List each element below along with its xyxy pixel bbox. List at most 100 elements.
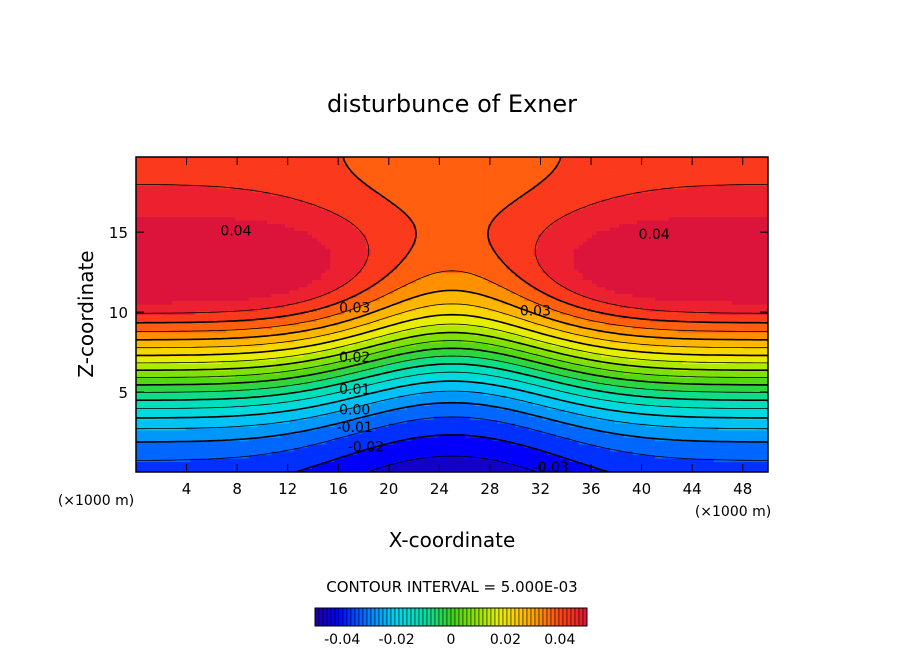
contour-cell [457,385,462,389]
contour-cell [177,378,182,382]
contour-cell [633,430,638,434]
contour-cell [371,388,376,392]
contour-cell [560,406,565,410]
contour-cell [533,434,538,438]
contour-cell [551,353,556,357]
contour-cell [651,465,656,469]
contour-cell [457,444,462,448]
contour-cell [249,455,254,459]
contour-cell [380,360,385,364]
contour-cell [619,455,624,459]
contour-cell [475,462,480,466]
contour-cell [511,444,516,448]
contour-cell [624,406,629,410]
contour-cell [484,371,489,375]
contour-cell [624,444,629,448]
contour-cell [425,409,430,413]
contour-cell [556,371,561,375]
contour-cell [664,406,669,410]
contour-cell [195,444,200,448]
contour-cell [226,350,231,354]
contour-cell [398,423,403,427]
contour-cell [411,423,416,427]
contour-cell [181,434,186,438]
contour-cell [655,451,660,455]
contour-cell [551,444,556,448]
contour-cell [696,371,701,375]
contour-cell [750,444,755,448]
contour-cell [700,458,705,462]
contour-cell [624,430,629,434]
contour-cell [723,420,728,424]
contour-cell [317,451,322,455]
contour-cell [267,353,272,357]
contour-cell [262,430,267,434]
contour-cell [628,399,633,403]
contour-cell [669,430,674,434]
contour-cell [145,409,150,413]
contour-cell [493,444,498,448]
contour-cell [723,413,728,417]
contour-cell [529,434,534,438]
contour-cell [303,371,308,375]
contour-cell [159,437,164,441]
contour-cell [222,378,227,382]
contour-cell [425,374,430,378]
contour-cell [484,462,489,466]
contour-cell [700,448,705,452]
contour-cell [488,423,493,427]
contour-cell [475,423,480,427]
contour-cell [150,437,155,441]
contour-cell [416,427,421,431]
contour-cell [466,465,471,469]
contour-cell [375,420,380,424]
contour-cell [538,423,543,427]
contour-cell [736,413,741,417]
contour-cell [574,444,579,448]
contour-cell [750,437,755,441]
contour-cell [258,353,263,357]
contour-cell [515,448,520,452]
contour-cell [213,409,218,413]
contour-cell [660,392,665,396]
contour-cell [375,385,380,389]
contour-cell [226,357,231,361]
contour-cell [646,360,651,364]
contour-cell [420,423,425,427]
contour-cell [596,413,601,417]
contour-cell [524,448,529,452]
contour-cell [673,360,678,364]
contour-cell [520,346,525,350]
contour-cell [276,353,281,357]
contour-cell [750,451,755,455]
contour-cell [488,353,493,357]
contour-cell [181,346,186,350]
contour-cell [308,409,313,413]
contour-cell [434,430,439,434]
contour-cell [217,420,222,424]
contour-cell [199,364,204,368]
contour-cell [542,441,547,445]
contour-cell [718,423,723,427]
contour-cell [714,364,719,368]
contour-cell [308,434,313,438]
contour-cell [303,420,308,424]
contour-cell [610,406,615,410]
contour-cell [547,381,552,385]
contour-cell [669,420,674,424]
contour-cell [177,413,182,417]
contour-cell [700,402,705,406]
contour-cell [249,434,254,438]
contour-cell [723,357,728,361]
contour-cell [479,388,484,392]
contour-cell [551,430,556,434]
contour-cell [145,448,150,452]
contour-cell [154,371,159,375]
contour-cell [610,350,615,354]
contour-cell [556,392,561,396]
contour-cell [235,427,240,431]
contour-cell [754,434,759,438]
contour-cell [389,448,394,452]
contour-cell [199,465,204,469]
contour-cell [583,392,588,396]
